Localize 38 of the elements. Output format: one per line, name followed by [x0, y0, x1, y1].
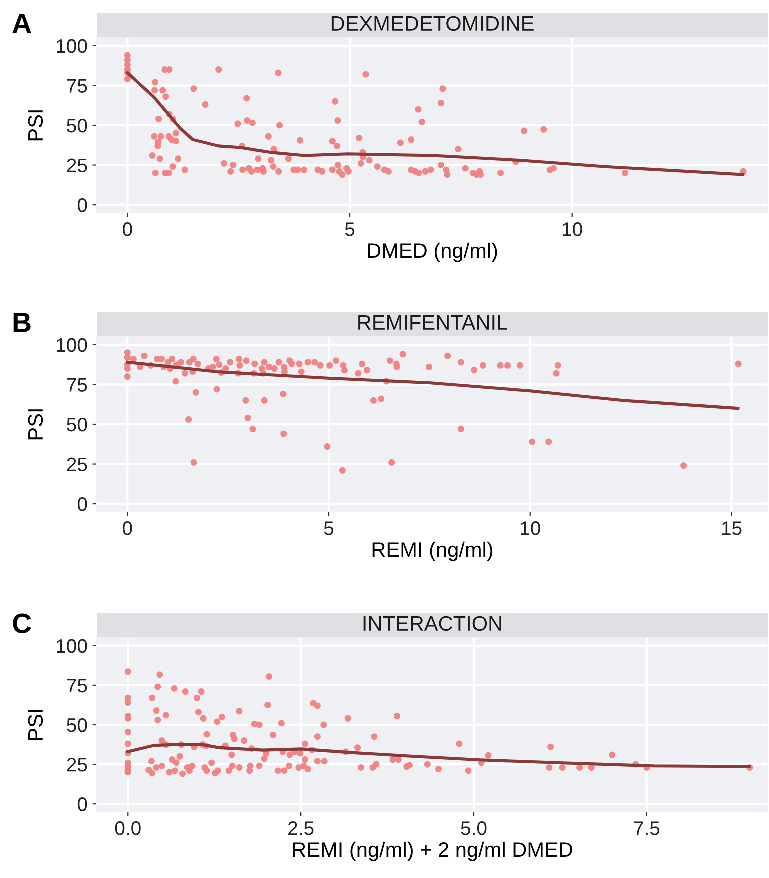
y-tick-label: 100 [57, 39, 88, 54]
text: A [12, 14, 32, 34]
y-tick-label: 75 [67, 79, 88, 93]
y-tick-label: 50 [67, 418, 88, 432]
y-tick-label: 75 [67, 679, 88, 693]
x-axis-title: REMI (ng/ml) + 2 ng/ml DMED [293, 842, 572, 862]
y-tick-label: 25 [67, 158, 88, 173]
y-tick-label: 25 [67, 758, 88, 772]
x-tick-label: 10 [521, 522, 540, 536]
x-tick-label: 15 [722, 522, 742, 536]
x-tick-label: 5.0 [461, 822, 487, 836]
y-tick-label: 0 [78, 798, 88, 812]
chart-title: REMIFENTANIL [358, 316, 508, 330]
text: C [13, 614, 32, 634]
y-tick-label: 100 [57, 639, 88, 654]
chart-title: INTERACTION [364, 616, 502, 632]
x-tick-label: 10 [563, 222, 582, 236]
x-tick-label: 5 [324, 522, 334, 536]
x-tick-label: 0 [122, 522, 132, 536]
y-axis-title: PSI [28, 410, 44, 440]
x-tick-label: 0 [123, 222, 132, 236]
x-tick-label: 5 [345, 222, 355, 236]
x-axis-title: DMED (ng/ml) [368, 242, 498, 262]
chart-title: DEXMEDETOMIDINE [332, 16, 534, 32]
y-tick-label: 0 [78, 198, 88, 212]
x-tick-label: 7.5 [634, 822, 660, 836]
y-axis-title: PSI [28, 110, 44, 141]
x-tick-label: 0.0 [115, 822, 141, 836]
y-tick-label: 50 [67, 118, 88, 133]
y-tick-label: 50 [67, 718, 88, 732]
y-tick-label: 0 [78, 498, 88, 512]
x-axis-title: REMI (ng/ml) [372, 542, 493, 562]
y-tick-label: 100 [57, 338, 88, 352]
y-axis-title: PSI [28, 710, 44, 740]
x-tick-label: 2.5 [288, 822, 314, 836]
y-tick-label: 25 [67, 458, 88, 472]
text: B [14, 313, 31, 332]
y-tick-label: 75 [67, 378, 88, 392]
